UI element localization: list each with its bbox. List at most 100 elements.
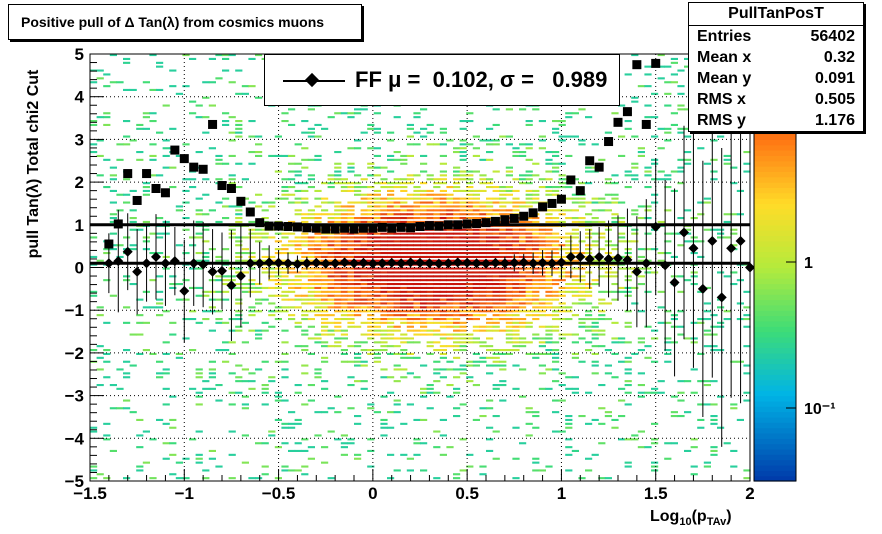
heatmap-cell [717,135,725,138]
heatmap-cell [472,298,480,301]
heatmap-cell [195,259,203,262]
heatmap-cell [314,255,322,258]
heatmap-cell [512,337,520,340]
mean-point [584,253,595,264]
heatmap-cell [235,123,243,126]
heatmap-cell [723,158,731,161]
heatmap-cell [532,352,540,355]
heatmap-cell [314,372,322,375]
heatmap-cell [545,186,553,189]
heatmap-cell [585,201,593,204]
heatmap-cell [644,391,652,394]
heatmap-cell [255,205,263,208]
colorbar-segment [754,246,796,253]
heatmap-cell [644,170,652,173]
heatmap-cell [241,252,249,255]
heatmap-cell [446,201,454,204]
heatmap-cell [406,294,414,297]
heatmap-cell [697,147,705,150]
heatmap-cell [677,92,685,95]
heatmap-cell [459,255,467,258]
heatmap-cell [459,209,467,212]
heatmap-cell [142,112,150,115]
heatmap-cell [453,283,461,286]
heatmap-cell [149,232,157,235]
heatmap-cell [426,329,434,332]
rms-point [292,222,302,232]
heatmap-cell [486,217,494,220]
heatmap-cell [413,248,421,251]
heatmap-cell [505,166,513,169]
heatmap-cell [492,298,500,301]
heatmap-cell [347,170,355,173]
heatmap-cell [367,244,375,247]
heatmap-cell [321,286,329,289]
heatmap-cell [367,220,375,223]
heatmap-cell [248,120,256,123]
heatmap-cell [486,178,494,181]
heatmap-cell [519,220,527,223]
heatmap-cell [255,143,263,146]
heatmap-cell [519,298,527,301]
heatmap-cell [433,182,441,185]
heatmap-cell [241,368,249,371]
heatmap-cell [123,201,131,204]
colorbar-segment [754,203,796,210]
heatmap-cell [103,252,111,255]
heatmap-cell [307,325,315,328]
heatmap-cell [479,252,487,255]
heatmap-cell [578,217,586,220]
heatmap-cell [195,368,203,371]
heatmap-cell [261,232,269,235]
heatmap-cell [552,220,560,223]
heatmap-cell [413,442,421,445]
heatmap-cell [373,294,381,297]
heatmap-cell [651,193,659,196]
heatmap-cell [288,426,296,429]
heatmap-cell [486,306,494,309]
heatmap-cell [558,372,566,375]
colorbar-segment [754,134,796,140]
heatmap-cell [387,310,395,313]
heatmap-cell [624,120,632,123]
heatmap-cell [90,477,98,480]
heatmap-cell [598,201,606,204]
heatmap-cell [624,325,632,328]
heatmap-cell [618,259,626,262]
heatmap-cell [486,302,494,305]
heatmap-cell [585,329,593,332]
y-tick-label: −2 [65,344,84,363]
heatmap-cell [439,220,447,223]
colorbar-segment [754,347,796,354]
heatmap-cell [472,318,480,321]
heatmap-cell [202,387,210,390]
heatmap-cell [340,209,348,212]
heatmap-cell [347,162,355,165]
heatmap-cell [453,325,461,328]
heatmap-cell [301,349,309,352]
heatmap-cell [697,318,705,321]
heatmap-cell [525,236,533,239]
heatmap-cell [472,213,480,216]
heatmap-cell [604,302,612,305]
heatmap-cell [479,302,487,305]
heatmap-cell [340,271,348,274]
heatmap-cell [439,356,447,359]
heatmap-cell [228,275,236,278]
heatmap-cell [195,116,203,119]
heatmap-cell [294,209,302,212]
heatmap-cell [618,267,626,270]
heatmap-cell [393,286,401,289]
heatmap-cell [439,279,447,282]
heatmap-cell [545,267,553,270]
heatmap-cell [327,279,335,282]
heatmap-cell [512,236,520,239]
heatmap-cell [189,310,197,313]
heatmap-cell [433,213,441,216]
heatmap-cell [109,217,117,220]
heatmap-cell [459,275,467,278]
heatmap-cell [241,236,249,239]
mean-point [122,246,133,257]
heatmap-cell [505,314,513,317]
mean-point [179,285,190,296]
